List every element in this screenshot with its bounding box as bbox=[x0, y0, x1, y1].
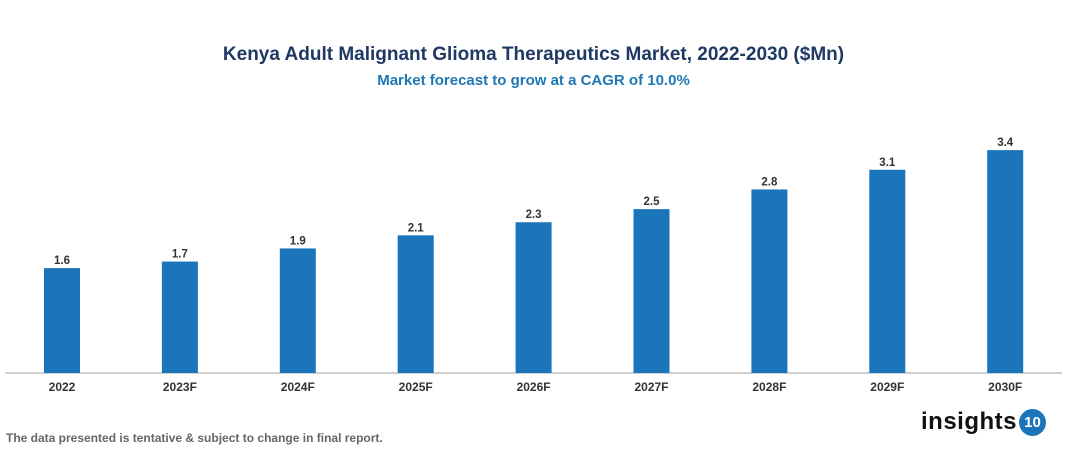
x-tick-label: 2029F bbox=[870, 380, 904, 394]
bar-2022 bbox=[44, 268, 80, 373]
x-tick-label: 2026F bbox=[517, 380, 551, 394]
bar-2025F bbox=[397, 235, 434, 373]
bar-2029F bbox=[869, 169, 906, 373]
bar-2024F bbox=[279, 248, 316, 373]
x-tick-label: 2028F bbox=[752, 380, 786, 394]
chart-subtitle: Market forecast to grow at a CAGR of 10.… bbox=[377, 72, 690, 89]
bar-2030F bbox=[987, 150, 1024, 373]
data-label: 2.5 bbox=[644, 196, 661, 208]
logo-text: insights bbox=[921, 408, 1018, 435]
x-tick-label: 2030F bbox=[988, 380, 1022, 394]
bar-2023F bbox=[161, 261, 198, 373]
x-tick-label: 2025F bbox=[399, 380, 433, 394]
x-tick-label: 2023F bbox=[163, 380, 197, 394]
x-tick-label: 2027F bbox=[634, 380, 668, 394]
data-label: 1.7 bbox=[172, 249, 188, 261]
bar-2027F bbox=[633, 209, 670, 373]
data-label: 3.1 bbox=[879, 157, 896, 169]
data-label: 2.8 bbox=[761, 176, 778, 188]
bar-2026F bbox=[515, 222, 552, 373]
disclaimer-text: The data presented is tentative & subjec… bbox=[6, 431, 383, 445]
bar-2028F bbox=[751, 189, 788, 373]
data-label: 2.1 bbox=[408, 222, 425, 234]
data-label: 2.3 bbox=[526, 209, 542, 221]
data-label: 1.9 bbox=[290, 235, 306, 247]
logo-badge: 10 bbox=[1019, 408, 1047, 436]
chart-title: Kenya Adult Malignant Glioma Therapeutic… bbox=[222, 44, 845, 65]
x-tick-label: 2024F bbox=[281, 380, 315, 394]
data-label: 1.6 bbox=[54, 255, 70, 267]
data-label: 3.4 bbox=[997, 137, 1014, 149]
x-tick-label: 2022 bbox=[49, 380, 76, 394]
insights10-logo: insights 10 bbox=[921, 408, 1047, 436]
